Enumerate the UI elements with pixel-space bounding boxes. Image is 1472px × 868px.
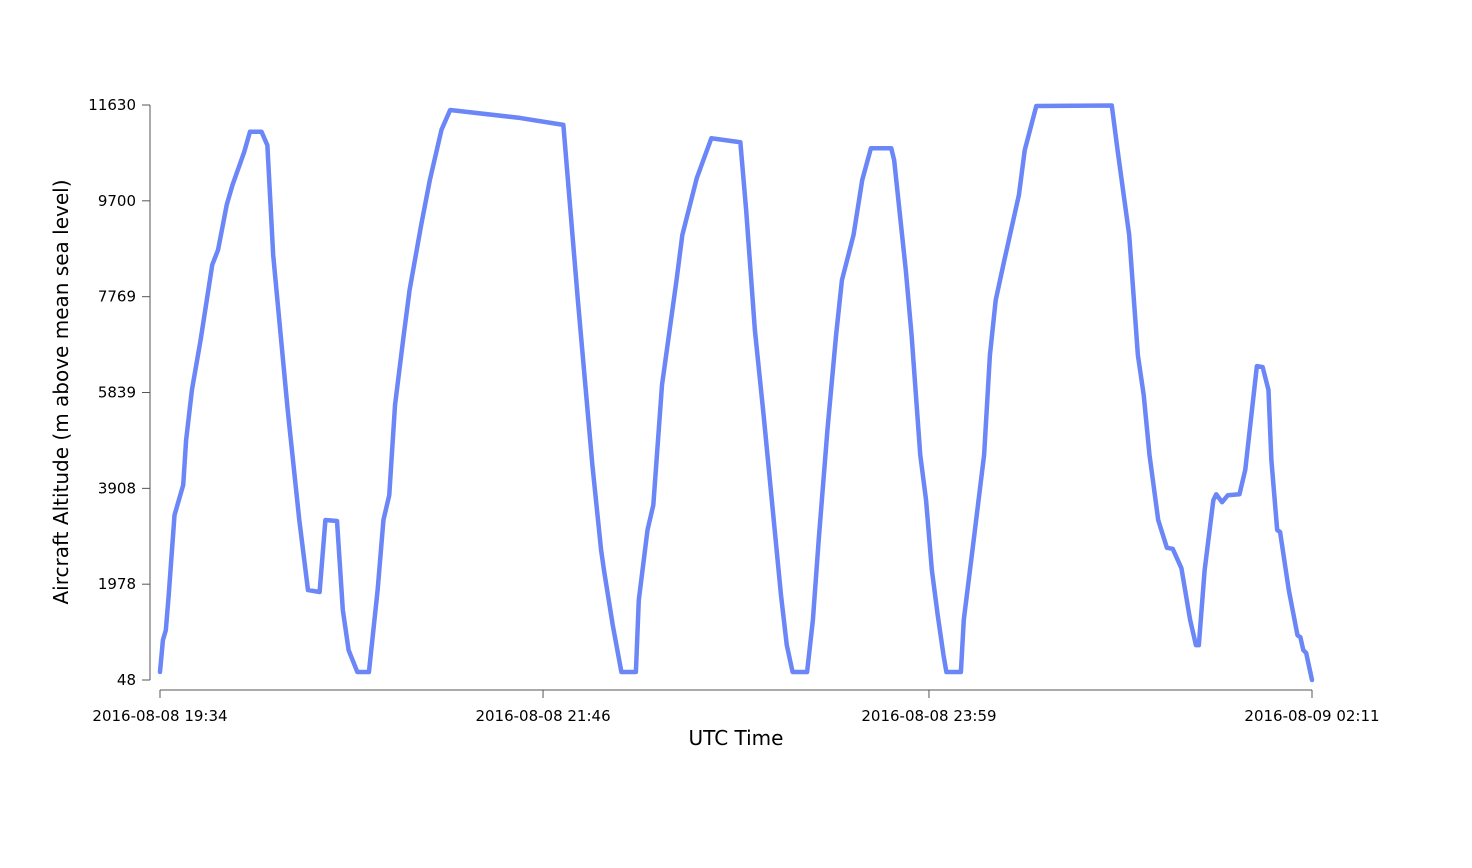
y-tick-label: 11630 xyxy=(88,96,136,114)
y-tick-label: 1978 xyxy=(98,575,136,593)
altitude-line xyxy=(157,103,1315,683)
y-tick-label: 9700 xyxy=(98,192,136,210)
x-axis-label: UTC Time xyxy=(689,726,784,750)
x-tick-label: 2016-08-08 23:59 xyxy=(861,707,996,725)
x-tick-label: 2016-08-08 19:34 xyxy=(92,707,227,725)
x-tick-label: 2016-08-09 02:11 xyxy=(1244,707,1379,725)
y-tick-label: 7769 xyxy=(98,288,136,306)
x-tick-label: 2016-08-08 21:46 xyxy=(475,707,610,725)
y-tick-label: 5839 xyxy=(98,384,136,402)
y-axis-label: Aircraft Altitude (m above mean sea leve… xyxy=(49,180,73,605)
y-tick-label: 3908 xyxy=(98,479,136,497)
y-tick-label: 48 xyxy=(117,671,136,689)
